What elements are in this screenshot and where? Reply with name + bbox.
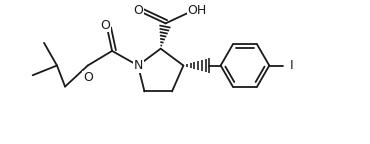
Text: N: N: [134, 59, 143, 72]
Text: I: I: [289, 59, 293, 72]
Text: O: O: [133, 4, 143, 17]
Text: OH: OH: [187, 4, 206, 17]
Text: O: O: [83, 71, 93, 84]
Text: O: O: [101, 18, 111, 32]
